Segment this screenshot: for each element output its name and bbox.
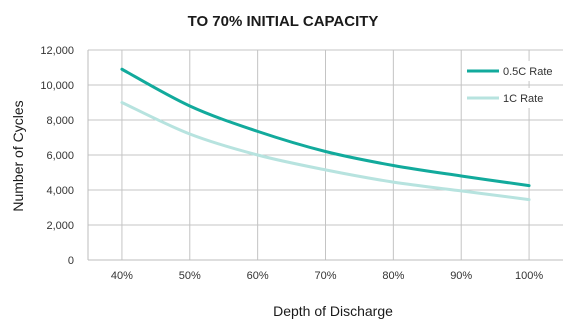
legend-label: 0.5C Rate [503, 66, 553, 78]
y-tick-label: 10,000 [40, 80, 74, 92]
x-axis-label: Depth of Discharge [273, 303, 393, 319]
chart-title: TO 70% INITIAL CAPACITY [188, 13, 379, 30]
x-tick-label: 50% [179, 270, 201, 282]
y-tick-label: 4,000 [46, 185, 74, 197]
x-tick-label: 70% [314, 270, 336, 282]
x-tick-label: 60% [247, 270, 269, 282]
x-tick-label: 40% [111, 270, 133, 282]
y-axis-label: Number of Cycles [10, 100, 26, 211]
legend-item-bg [463, 88, 539, 108]
legend: 0.5C Rate 1C Rate [463, 61, 553, 108]
axes: 0 2,000 4,000 6,000 8,000 10,000 12,000 40% 50% 6… [40, 45, 563, 282]
y-tick-label: 2,000 [46, 220, 74, 232]
x-tick-label: 100% [515, 270, 543, 282]
legend-item-bg [463, 61, 539, 81]
grid [88, 49, 563, 260]
series-line [120, 101, 531, 202]
y-tick-label: 0 [68, 255, 74, 267]
legend-label: 1C Rate [503, 93, 543, 105]
series-line [120, 67, 531, 188]
y-tick-label: 12,000 [40, 45, 74, 57]
x-tick-label: 90% [450, 270, 472, 282]
series-layer [120, 67, 531, 202]
y-tick-label: 8,000 [46, 115, 74, 127]
y-tick-label: 6,000 [46, 150, 74, 162]
x-tick-label: 80% [382, 270, 404, 282]
